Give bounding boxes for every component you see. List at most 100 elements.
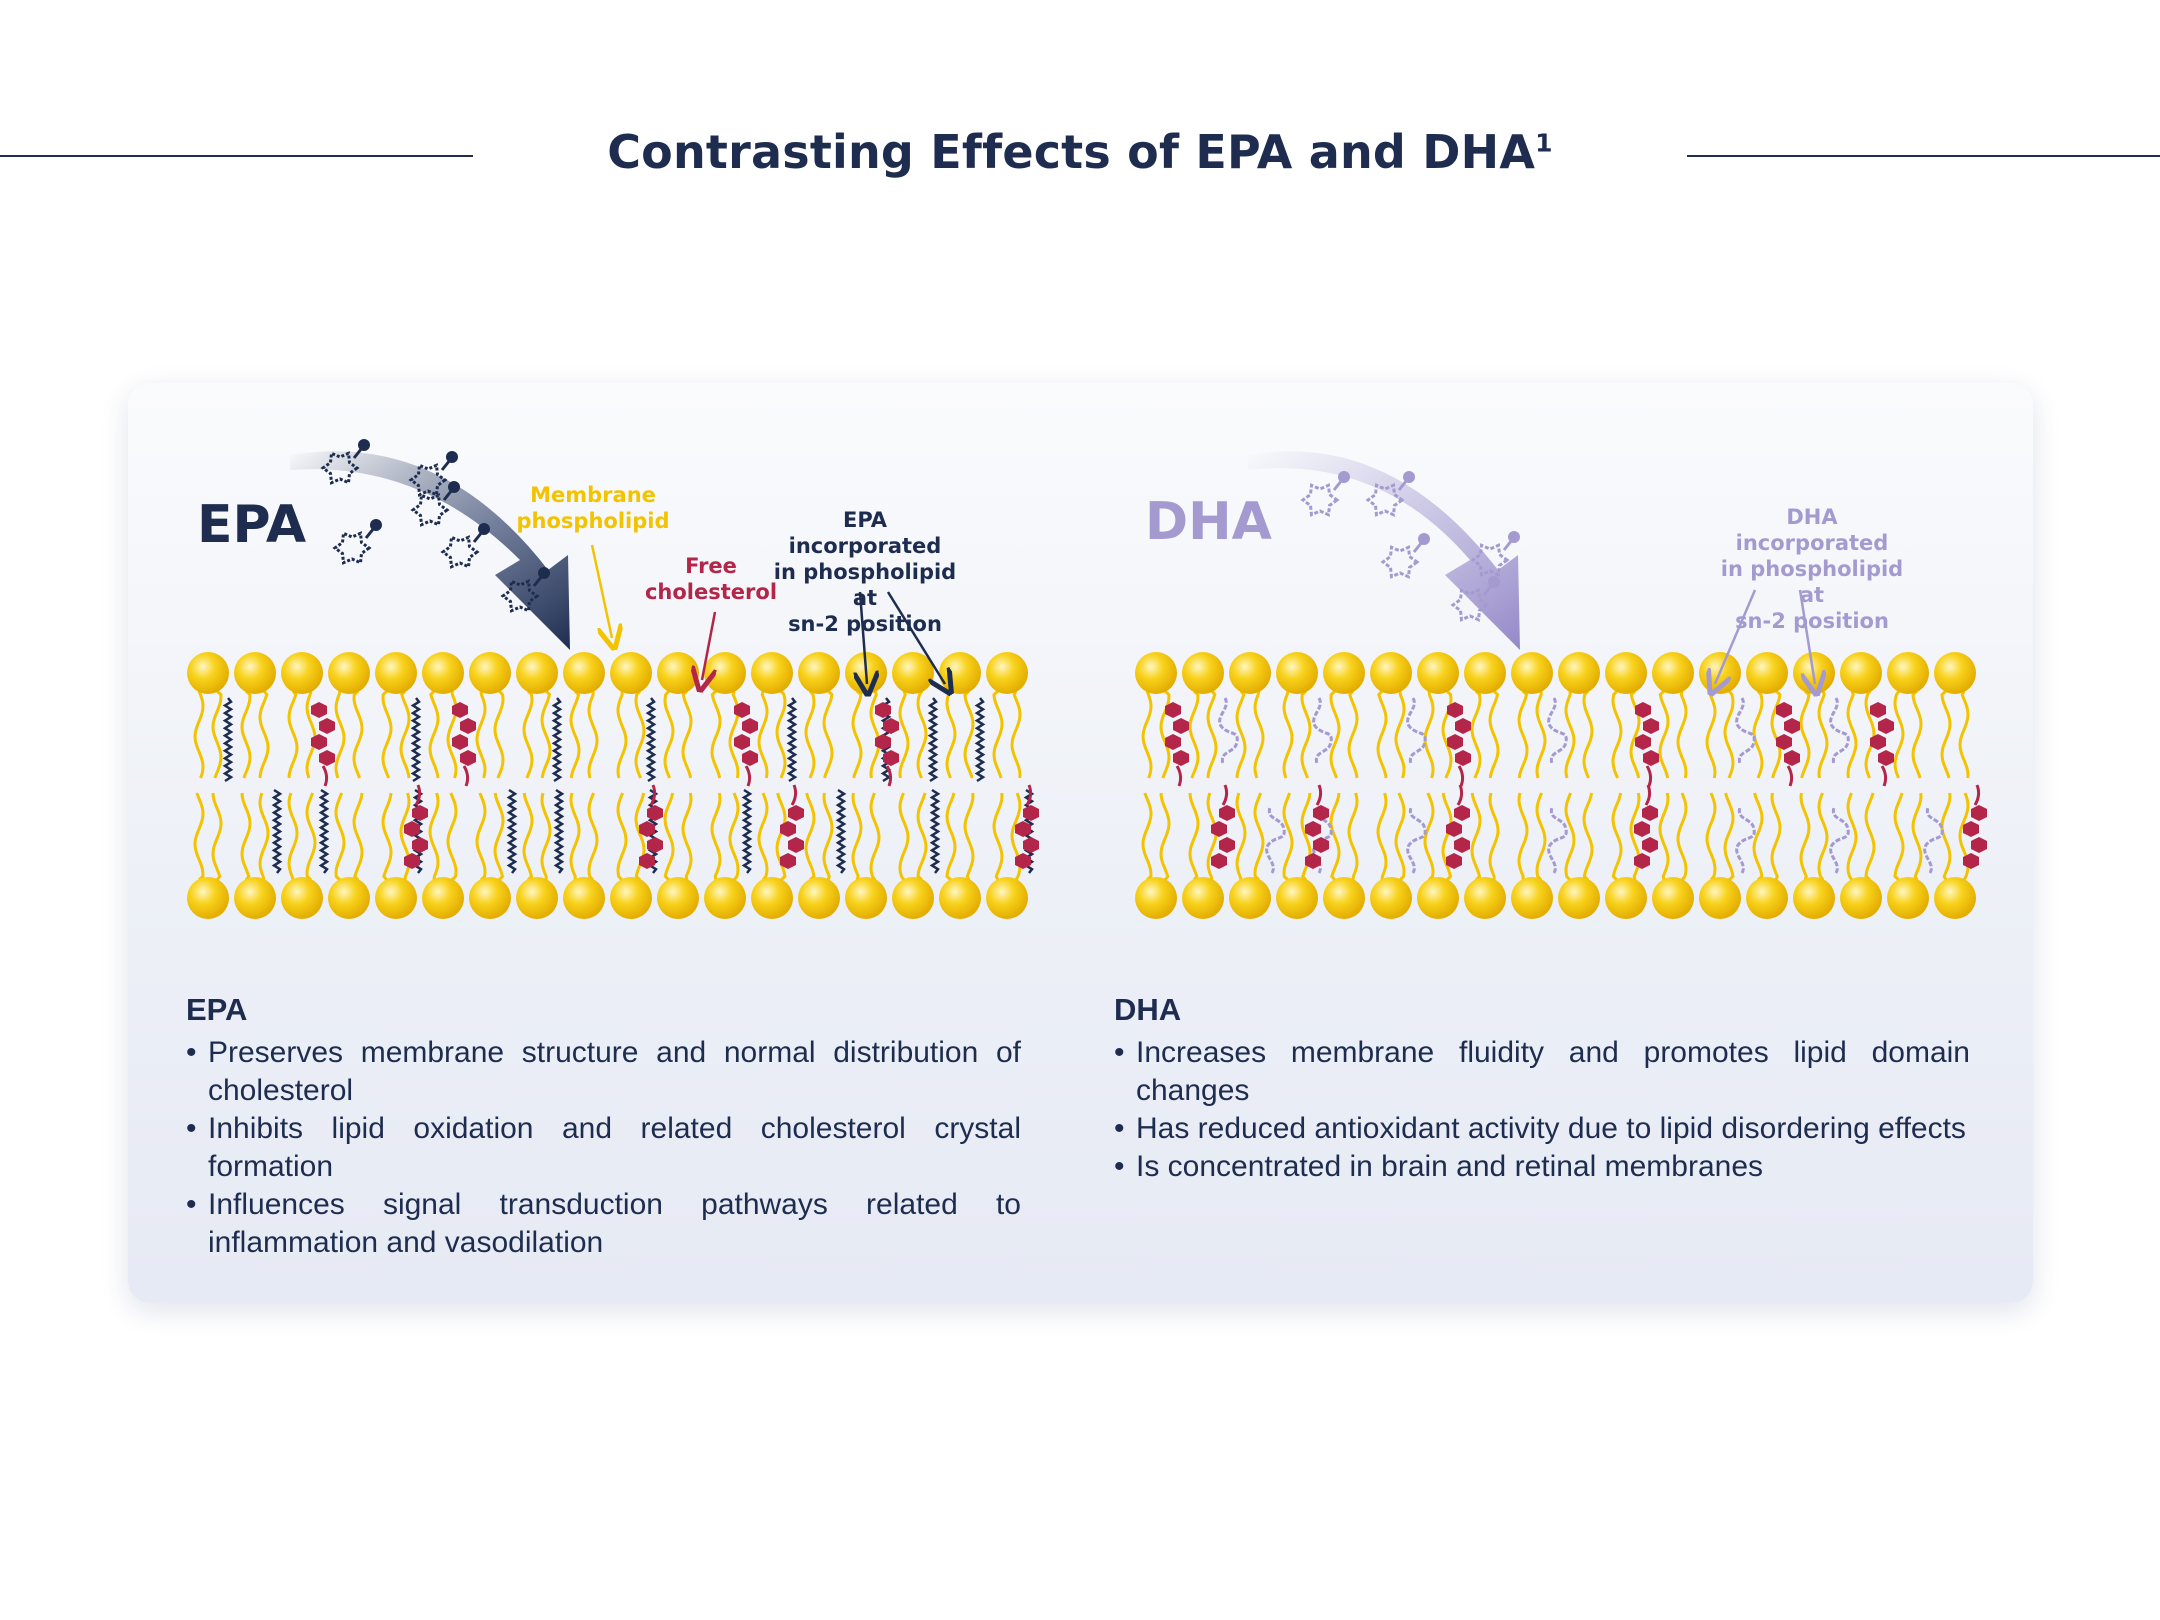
cholesterol-molecule <box>1015 784 1039 869</box>
free-cholesterol-pointer <box>702 611 715 680</box>
lipid-tail <box>1188 689 1200 779</box>
lipid-tail <box>399 690 411 779</box>
lipid-tail <box>1864 792 1876 882</box>
lipid-tail <box>1940 689 1952 779</box>
dha-tail <box>1829 806 1850 874</box>
lipid-tail <box>1488 689 1500 779</box>
epa-bilayer <box>187 652 1039 919</box>
lipid-tail <box>1253 792 1265 882</box>
lipid-tail <box>493 792 505 882</box>
lipid-tail <box>1488 792 1500 881</box>
phospholipid-head <box>892 652 934 694</box>
cholesterol-molecule <box>311 702 335 787</box>
lipid-tail <box>1582 689 1594 779</box>
epa-tail <box>410 697 422 783</box>
phospholipid-head <box>1934 877 1976 919</box>
lipid-tail <box>1423 690 1435 779</box>
lipid-tail <box>258 690 270 779</box>
lipid-tail <box>822 689 834 779</box>
phospholipid-head <box>1182 652 1224 694</box>
epa-tail <box>929 788 941 874</box>
phospholipid-head <box>657 652 699 694</box>
lipid-tail <box>1329 792 1341 881</box>
epa-tail <box>974 697 986 783</box>
phospholipid-head <box>986 652 1028 694</box>
list-item: Has reduced antioxidant activity due to … <box>1114 1110 1970 1148</box>
lipid-tail <box>1535 792 1547 882</box>
fatty-acid-molecule <box>1365 471 1415 517</box>
phospholipid-head <box>939 652 981 694</box>
lipid-tail <box>1705 690 1717 779</box>
epa-tail <box>506 788 518 874</box>
cholesterol-molecule <box>1211 784 1235 869</box>
phospholipid-head <box>798 877 840 919</box>
lipid-tail <box>540 689 552 779</box>
dha-tail <box>1735 697 1756 765</box>
cholesterol-molecule <box>1776 702 1800 787</box>
dha-free-molecules <box>1300 471 1520 622</box>
lipid-tail <box>522 792 534 882</box>
phospholipid-head <box>1135 877 1177 919</box>
phospholipid-head <box>234 652 276 694</box>
lipid-tail <box>1394 690 1406 779</box>
lipid-tail <box>775 792 787 882</box>
phospholipid-head <box>1370 652 1412 694</box>
fatty-acid-molecule <box>1300 471 1350 517</box>
phospholipid-head <box>1417 877 1459 919</box>
lipid-tail <box>869 792 881 881</box>
lipid-tail <box>522 689 534 779</box>
lipid-tail <box>1911 792 1923 881</box>
free-cholesterol-label: Free cholesterol <box>644 554 778 604</box>
phospholipid-head <box>1182 877 1224 919</box>
lipid-tail <box>663 689 675 779</box>
lipid-tail <box>1347 690 1359 779</box>
phospholipid-head <box>704 652 746 694</box>
lipid-tail <box>1376 792 1388 881</box>
lipid-tail <box>428 792 440 881</box>
lipid-tail <box>804 690 816 779</box>
list-item: Increases membrane fluidity and promotes… <box>1114 1034 1970 1110</box>
lipid-tail <box>352 689 364 779</box>
epa-free-molecules <box>320 439 550 613</box>
lipid-tail <box>616 792 628 882</box>
lipid-tail <box>1535 690 1547 779</box>
phospholipid-head <box>939 877 981 919</box>
epa-tail <box>645 697 657 783</box>
lipid-tail <box>587 792 599 882</box>
fatty-acid-molecule <box>1380 533 1430 579</box>
lipid-tail <box>1752 690 1764 779</box>
cholesterol-molecule <box>734 702 758 787</box>
lipid-tail <box>287 792 299 881</box>
lipid-tail <box>1582 792 1594 882</box>
epa-tail <box>271 788 283 874</box>
dha-tail <box>1923 806 1944 874</box>
lipid-tail <box>305 690 317 779</box>
phospholipid-head <box>1323 877 1365 919</box>
lipid-tail <box>1441 689 1453 779</box>
lipid-tail <box>1770 689 1782 779</box>
phospholipid-head <box>1511 877 1553 919</box>
phospholipid-head <box>375 877 417 919</box>
fatty-acid-molecule <box>1450 576 1500 622</box>
lipid-tail <box>1235 690 1247 779</box>
list-item: Preserves membrane structure and normal … <box>186 1034 1021 1110</box>
epa-incorporated-label: EPA incorporated in phospholipid at sn-2… <box>773 508 957 636</box>
phospholipid-head <box>1652 877 1694 919</box>
lipid-tail <box>493 689 505 779</box>
lipid-tail <box>869 690 881 779</box>
lipid-tail <box>1658 689 1670 779</box>
phospholipid-head <box>1699 877 1741 919</box>
lipid-tail <box>1282 792 1294 882</box>
phospholipid-head <box>1887 652 1929 694</box>
lipid-tail <box>728 690 740 779</box>
lipid-tail <box>775 690 787 779</box>
epa-tail <box>927 697 939 783</box>
cholesterol-molecule <box>875 702 899 787</box>
phospholipid-head <box>1887 877 1929 919</box>
lipid-tail <box>616 690 628 779</box>
dha-incorporated-label: DHA incorporated in phospholipid at sn-2… <box>1720 505 1904 633</box>
phospholipid-head <box>1229 877 1271 919</box>
phospholipid-head <box>610 652 652 694</box>
lipid-tail <box>1911 689 1923 779</box>
